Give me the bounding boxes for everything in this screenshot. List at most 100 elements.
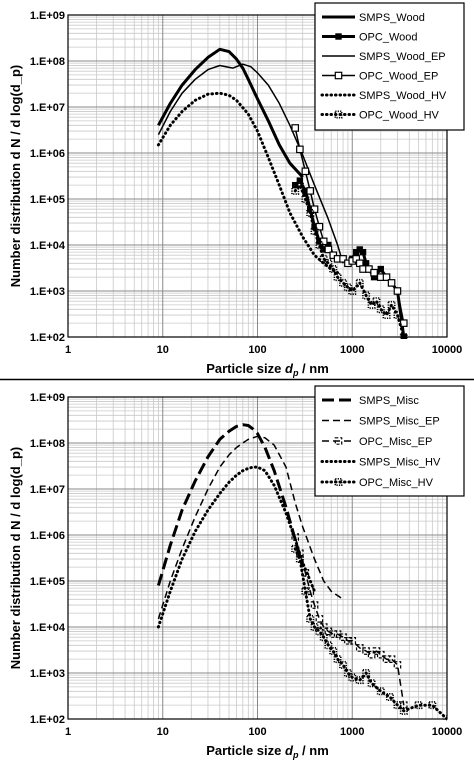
legend-marker-OPC_Wood_EP — [334, 71, 343, 80]
y-tick-label: 1.E+04 — [30, 240, 66, 252]
y-tick-label: 1.E+09 — [30, 10, 65, 22]
legend-marker-OPC_Wood_HV — [334, 110, 343, 119]
marker-OPC_Wood_HV — [339, 278, 348, 287]
legend-marker-OPC_Misc_HV — [334, 477, 343, 486]
marker-OPC_Misc_EP — [362, 647, 370, 655]
marker-OPC_Wood_HV — [348, 286, 357, 295]
x-tick-label: 10 — [157, 726, 169, 738]
marker-OPC_Misc_EP — [306, 587, 315, 596]
marker-OPC_Wood_HV — [399, 332, 408, 339]
marker-OPC_Misc_EP — [333, 630, 342, 638]
marker-OPC_Misc_EP — [372, 647, 381, 655]
legend-label: SMPS_Wood_HV — [359, 90, 447, 102]
marker-OPC_Misc_HV — [310, 622, 319, 631]
y-tick-label: 1.E+02 — [30, 714, 65, 726]
x-axis-title: Particle size dp / nm — [206, 361, 329, 378]
plot-frame — [67, 14, 448, 338]
marker-OPC_Wood_HV — [355, 278, 364, 287]
legend-label: SMPS_Misc_EP — [359, 416, 440, 428]
marker-OPC_Wood_EP — [315, 222, 324, 231]
legend-label: OPC_Wood — [359, 32, 418, 44]
legend-label: SMPS_Misc — [359, 395, 419, 407]
marker-OPC_Wood_EP — [382, 273, 391, 281]
marker-OPC_Wood_HV — [306, 208, 315, 217]
marker-OPC_Misc_EP — [339, 633, 347, 642]
marker-OPC_Wood_EP — [310, 205, 319, 214]
x-tick-label: 10000 — [432, 726, 463, 738]
series-group — [156, 47, 408, 339]
marker-OPC_Wood_HV — [324, 259, 333, 268]
legend-label: OPC_Wood_HV — [359, 110, 440, 122]
marker-OPC_Misc_HV — [367, 679, 376, 688]
marker-OPC_Misc_EP — [376, 650, 385, 659]
marker-OPC_Misc_EP — [301, 569, 310, 577]
legend: SMPS_Wood OPC_Wood SMPS_Wood_EP OPC_Wood_EP… — [314, 2, 465, 131]
marker-OPC_Misc_EP — [355, 644, 364, 652]
marker-OPC_Wood — [325, 241, 332, 249]
marker-OPC_Misc_HV — [399, 706, 408, 715]
series-line-OPC_Misc_HV — [293, 547, 447, 721]
y-tick-label: 1.E+06 — [30, 530, 65, 542]
y-axis-title: Number distribution d N / d log(d_p) — [8, 65, 23, 287]
marker-OPC_Misc_EP — [319, 623, 328, 631]
plot-frame — [67, 396, 448, 720]
marker-OPC_Wood — [311, 223, 318, 230]
series-line-SMPS_Wood — [157, 47, 304, 179]
x-tick-label: 100 — [248, 726, 266, 738]
marker-OPC_Wood_HV — [393, 311, 402, 320]
marker-OPC_Misc_HV — [348, 673, 357, 682]
marker-OPC_Misc_EP — [329, 630, 338, 638]
marker-OPC_Misc_HV — [319, 633, 328, 642]
y-tick-label: 1.E+08 — [30, 56, 65, 68]
marker-OPC_Wood_HV — [362, 291, 371, 300]
marker-OPC_Wood_EP — [296, 145, 304, 154]
y-tick-label: 1.E+09 — [30, 392, 65, 404]
marker-OPC_Misc_EP — [393, 661, 402, 669]
x-tick-label: 1 — [65, 726, 71, 738]
y-tick-label: 1.E+07 — [30, 484, 65, 496]
marker-OPC_Misc_EP — [382, 655, 391, 663]
legend-label: SMPS_Misc_HV — [359, 457, 441, 469]
series-line-SMPS_Misc_HV — [156, 465, 316, 629]
marker-OPC_Wood — [400, 333, 408, 339]
series-line-SMPS_Misc_EP — [157, 435, 344, 620]
y-tick-label: 1.E+03 — [30, 286, 65, 298]
legend-label: SMPS_Wood_EP — [359, 51, 446, 63]
marker-OPC_Wood_HV — [372, 297, 381, 306]
y-tick-label: 1.E+04 — [30, 622, 66, 634]
x-tick-label: 1000 — [340, 344, 364, 356]
marker-OPC_Wood_EP — [393, 287, 402, 295]
marker-OPC_Misc_EP — [344, 637, 352, 645]
marker-OPC_Misc_HV — [333, 655, 342, 664]
marker-OPC_Misc_HV — [428, 701, 437, 710]
marker-OPC_Wood_EP — [301, 167, 310, 176]
marker-OPC_Wood_HV — [291, 186, 300, 195]
marker-OPC_Wood_EP — [339, 255, 347, 263]
marker-OPC_Wood_EP — [291, 124, 300, 132]
marker-OPC_Misc_HV — [291, 544, 300, 553]
marker-OPC_Misc_HV — [414, 701, 423, 710]
y-tick-label: 1.E+07 — [30, 102, 65, 114]
series-line-SMPS_Misc — [156, 423, 305, 586]
marker-OPC_Misc_HV — [376, 687, 385, 696]
series-line-SMPS_Wood_EP — [157, 63, 344, 264]
marker-OPC_Wood — [362, 260, 370, 267]
marker-OPC_Misc_EP — [367, 650, 376, 659]
x-tick-label: 100 — [248, 344, 266, 356]
legend-label: SMPS_Wood — [359, 12, 425, 24]
marker-OPC_Wood — [356, 246, 363, 253]
marker-OPC_Wood_EP — [324, 245, 333, 254]
marker-OPC_Misc_EP — [315, 615, 324, 623]
marker-OPC_Wood_EP — [387, 279, 396, 287]
marker-OPC_Wood — [292, 181, 299, 189]
marker-OPC_Wood_HV — [329, 265, 338, 274]
series-line-SMPS_Wood_HV — [156, 91, 340, 275]
marker-OPC_Misc_HV — [339, 660, 348, 669]
legend-label: OPC_Misc_EP — [359, 436, 432, 448]
marker-OPC_Misc_EP — [324, 627, 333, 636]
legend-box — [314, 2, 465, 131]
marker-OPC_Misc_HV — [393, 701, 402, 710]
marker-OPC_Wood_HV — [343, 283, 352, 292]
marker-OPC_Misc_HV — [355, 676, 364, 685]
marker-OPC_Misc_EP — [310, 601, 319, 609]
